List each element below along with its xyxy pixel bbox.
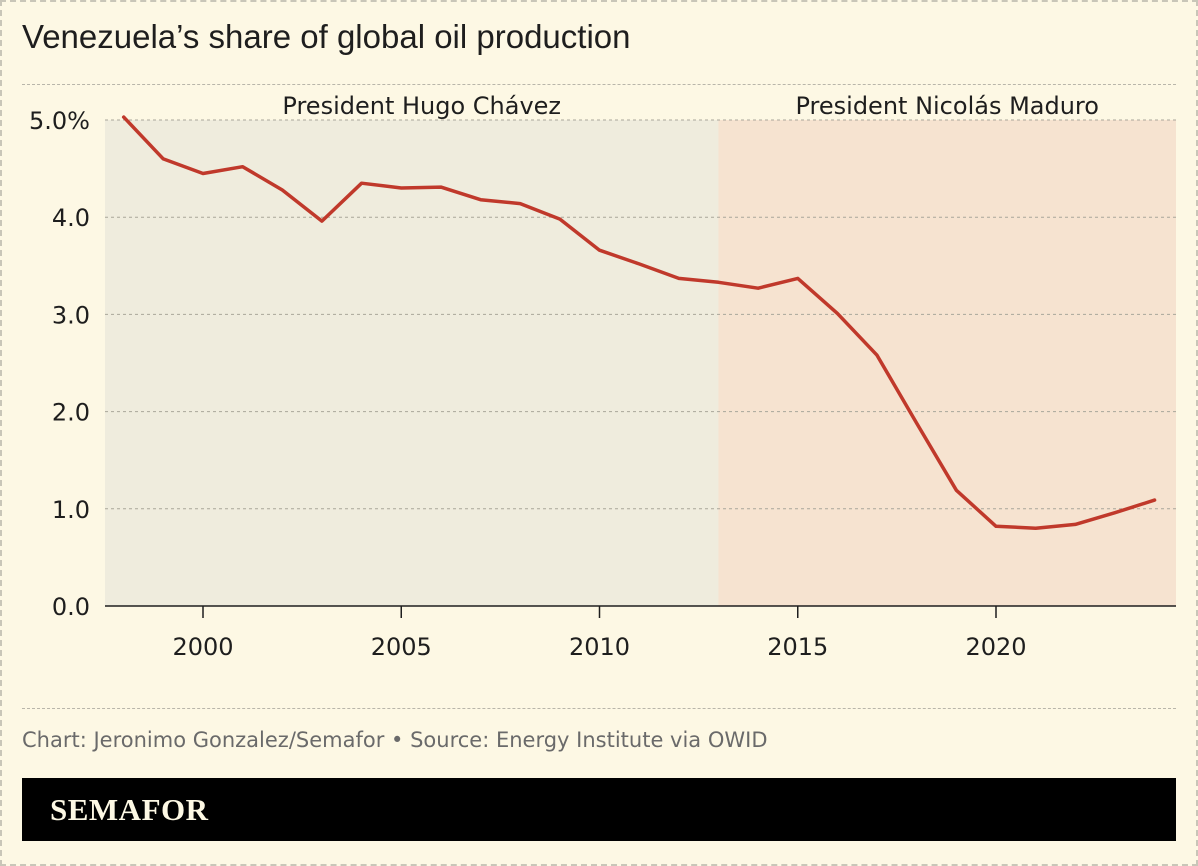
source-credit: Chart: Jeronimo Gonzalez/Semafor • Sourc…	[22, 728, 768, 752]
y-tick-label: 2.0	[52, 399, 90, 427]
x-tick-label: 2020	[965, 633, 1026, 661]
y-tick-label: 3.0	[52, 301, 90, 329]
chart-title: Venezuela’s share of global oil producti…	[22, 18, 631, 55]
period-label: President Hugo Chávez	[282, 92, 561, 120]
x-tick-label: 2000	[172, 633, 233, 661]
x-tick-label: 2005	[371, 633, 432, 661]
footer-divider	[22, 708, 1176, 709]
x-tick-label: 2015	[767, 633, 828, 661]
series-line	[121, 115, 1157, 530]
period-band	[105, 120, 719, 606]
period-label: President Nicolás Maduro	[795, 92, 1098, 120]
y-tick-label: 4.0	[52, 204, 90, 232]
y-tick-label: 0.0	[52, 593, 90, 621]
y-tick-label: 1.0	[52, 496, 90, 524]
x-tick-label: 2010	[569, 633, 630, 661]
y-tick-label: 5.0%	[29, 107, 90, 135]
top-divider	[22, 84, 1176, 85]
period-band	[718, 120, 1176, 606]
brand-logo: SEMAFOR	[50, 792, 209, 827]
brand-bar: SEMAFOR	[22, 778, 1176, 841]
